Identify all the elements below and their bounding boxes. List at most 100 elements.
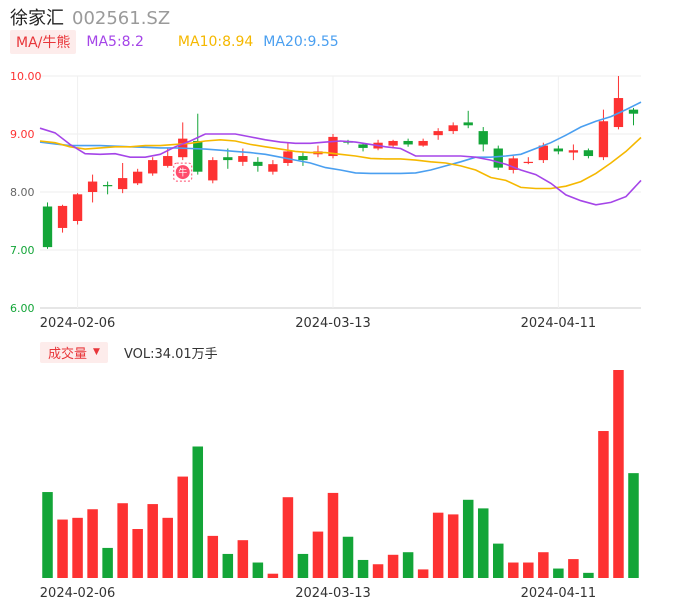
candle-body — [568, 150, 579, 153]
ma10-legend: MA10:8.94 — [177, 34, 254, 50]
price-axis-labels: 6.00 7.00 8.00 9.00 10.00 — [10, 70, 42, 315]
volume-bar — [87, 509, 98, 578]
ma-legend-bar: MA/牛熊 MA5:8.2 MA10:8.94 MA20:9.55 — [10, 30, 339, 54]
candle-body — [57, 205, 68, 228]
volume-bar — [553, 568, 564, 578]
volume-bar — [282, 497, 294, 578]
candle-body — [238, 156, 248, 162]
candle-body — [208, 160, 218, 181]
bull-marker-glyph: 牛 — [178, 167, 187, 179]
ma10-line — [39, 136, 642, 190]
volume-bar — [312, 531, 324, 578]
volume-bar — [387, 554, 399, 578]
volume-bar — [628, 473, 639, 578]
volume-bar — [402, 552, 414, 578]
candle-body — [223, 157, 233, 161]
volume-bar — [327, 492, 339, 578]
bull-marker-icon — [175, 165, 190, 180]
candle-body — [478, 131, 488, 145]
volume-bar — [57, 519, 68, 578]
candle-body — [538, 145, 548, 161]
volume-bar — [357, 559, 369, 578]
ma5-legend: MA5:8.2 — [86, 34, 144, 50]
bull-marker-group: 牛 — [173, 162, 193, 182]
y-tick-label: 6.00 — [10, 302, 35, 315]
x-tick-label: 2024-02-06 — [40, 316, 116, 331]
candle-body — [72, 194, 83, 221]
volume-bar — [613, 370, 624, 578]
x-tick-label: 2024-04-11 — [521, 316, 597, 331]
volume-bar — [297, 553, 309, 578]
volume-bars — [42, 370, 639, 578]
volume-bar — [267, 573, 279, 578]
ma20-line — [39, 101, 642, 175]
x-tick-label: 2024-03-13 — [295, 316, 371, 331]
volume-date-axis: 2024-02-06 2024-03-13 2024-04-11 — [40, 586, 596, 601]
volume-indicator-toggle[interactable]: 成交量 ▼ — [40, 341, 108, 363]
candle-body — [87, 181, 98, 192]
volume-bar — [102, 547, 113, 578]
ma5-line — [39, 127, 642, 206]
price-grid — [40, 75, 641, 309]
volume-bar — [432, 512, 444, 578]
volume-bar — [508, 562, 519, 578]
y-tick-label: 7.00 — [10, 244, 35, 257]
candle-body — [358, 144, 368, 148]
candle-body — [583, 150, 594, 157]
y-tick-label: 10.00 — [10, 70, 42, 83]
volume-bar — [538, 552, 549, 578]
candle-body — [163, 156, 173, 166]
y-tick-label: 8.00 — [10, 186, 35, 199]
volume-toggle-label: 成交量 — [48, 346, 88, 362]
volume-bar — [568, 559, 579, 578]
candle-body — [253, 161, 263, 166]
volume-bar — [162, 517, 173, 578]
volume-bar — [132, 529, 143, 578]
candle-body — [493, 148, 503, 168]
candle-body — [553, 148, 564, 152]
volume-bar — [462, 499, 474, 578]
ma-indicator-toggle[interactable]: MA/牛熊 — [10, 30, 77, 54]
volume-bar — [252, 562, 264, 578]
candle-body — [268, 164, 278, 172]
volume-bar — [117, 503, 128, 578]
volume-bar — [192, 446, 204, 578]
candle-body — [523, 161, 533, 164]
candle-body — [193, 140, 203, 172]
y-tick-label: 9.00 — [10, 128, 35, 141]
stock-header: 徐家汇 002561.SZ — [10, 4, 170, 29]
candle-body — [102, 185, 113, 187]
volume-bar — [207, 535, 219, 578]
volume-bar — [342, 536, 354, 578]
volume-bar — [42, 492, 53, 578]
candle-body — [508, 158, 518, 170]
candle-body — [418, 140, 428, 146]
bull-marker-frame — [173, 162, 193, 182]
stock-name: 徐家汇 — [10, 8, 64, 29]
volume-bar — [523, 562, 534, 578]
volume-bar — [417, 569, 429, 578]
candle-body — [117, 178, 128, 190]
candle-body — [388, 140, 398, 146]
volume-bar — [72, 517, 83, 578]
candle-body — [283, 151, 293, 163]
volume-bar — [447, 514, 459, 578]
candle-body — [448, 125, 458, 132]
candle-body — [403, 140, 413, 145]
volume-value: VOL:34.01万手 — [123, 346, 218, 362]
candle-body — [433, 131, 443, 136]
candle-body — [148, 160, 158, 174]
volume-bar — [583, 572, 594, 578]
volume-bar — [477, 508, 489, 578]
candle-body — [328, 136, 338, 157]
candle-body — [463, 122, 473, 126]
candlesticks — [42, 76, 639, 249]
x-tick-label: 2024-02-06 — [40, 586, 116, 601]
volume-bar — [598, 431, 609, 578]
x-tick-label: 2024-03-13 — [295, 586, 371, 601]
moving-average-lines — [39, 101, 642, 206]
x-tick-label: 2024-04-11 — [521, 586, 597, 601]
candle-body — [598, 121, 609, 158]
candle-body — [42, 206, 53, 248]
